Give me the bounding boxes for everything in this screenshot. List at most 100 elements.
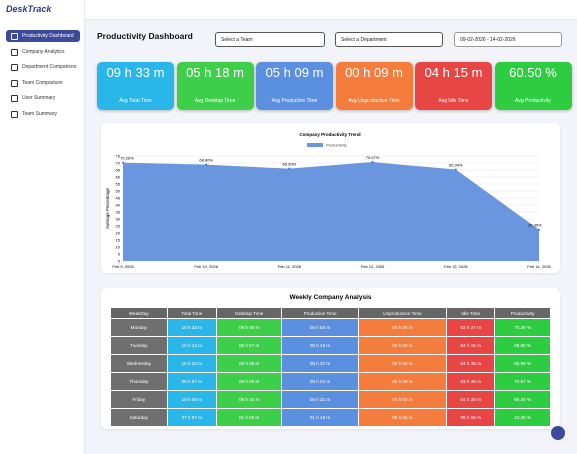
cell: 10 h 20 m <box>166 354 217 373</box>
y-tick-label: 30 <box>116 217 121 222</box>
x-tick-label: Feb 11, 2026 <box>278 264 302 269</box>
area <box>123 162 539 261</box>
y-tick-label: 75 <box>116 154 121 159</box>
nav-item[interactable]: Productivity Dashboard <box>6 30 80 42</box>
cell: 05 h 31 m <box>281 390 359 409</box>
point <box>454 168 457 171</box>
cell: 00 h 02 m <box>357 390 448 409</box>
legend-swatch <box>307 143 323 147</box>
stat-value: 05 h 09 m <box>265 65 324 80</box>
team-select[interactable]: Select a Team <box>215 32 325 47</box>
stat-value: 09 h 33 m <box>106 65 165 80</box>
header-cell: WeekDay <box>110 307 168 319</box>
stat-label: Avg Productivity <box>515 98 551 104</box>
cell: 01 h 48 m <box>281 408 359 427</box>
nav-item[interactable]: User Summary <box>6 92 80 104</box>
row: Monday 10 h 33 m 06 h 05 m 05 h 55 m 00 h 06… <box>110 318 551 337</box>
cell: 68.80 % <box>494 336 551 355</box>
cell: 05 h 37 m <box>281 354 359 373</box>
cell: 03 h 45 m <box>446 372 496 391</box>
cell: 04 h 35 m <box>446 354 496 373</box>
cell: 10 h 33 m <box>166 318 217 337</box>
row: Friday 10 h 09 m 05 h 33 m 05 h 31 m 00 h 02… <box>110 390 551 409</box>
nav-item[interactable]: Team Summary <box>6 108 80 120</box>
data-label: 65.34% <box>449 163 463 168</box>
x-tick-label: Feb 12, 2026 <box>361 264 385 269</box>
cell: 00 h 06 m <box>357 318 448 337</box>
cell: 00 h 08 m <box>357 372 448 391</box>
y-tick-label: 50 <box>116 189 121 194</box>
stat-label: Avg Desktop Time <box>194 98 236 104</box>
analysis-table: WeekDay Total Time Desktop Time Productive … <box>110 307 551 427</box>
y-tick-label: 15 <box>116 238 121 243</box>
stat-card: 00 h 09 m Avg Unproductive Time <box>335 62 413 110</box>
stat-card: 05 h 09 m Avg Productive Time <box>256 62 333 110</box>
data-label: 22.35% <box>528 223 542 228</box>
cell: 06 h 05 m <box>215 318 283 337</box>
data-label: 70.67% <box>366 155 380 160</box>
cell: 05 h 45 m <box>215 354 283 373</box>
cell: 70.26 % <box>494 318 551 337</box>
stat-value: 05 h 18 m <box>186 65 244 80</box>
cell: 02 h 27 m <box>446 318 496 337</box>
logo: DeskTrack <box>6 4 52 14</box>
point <box>122 161 124 164</box>
point <box>205 163 208 166</box>
point <box>538 228 540 231</box>
y-tick-label: 5 <box>118 252 121 257</box>
date-range[interactable]: 09-02-2026 - 14-02-2026 <box>454 32 562 47</box>
y-tick-label: 0 <box>118 259 121 264</box>
nav-item[interactable]: Company Analytics <box>6 46 80 58</box>
cell: Wednesday <box>110 354 168 373</box>
sidebar: DeskTrack Productivity Dashboard Company … <box>0 0 85 454</box>
nav-item[interactable]: Team Comparison <box>6 77 80 89</box>
chart: Company Productivity Trend Productivity Av… <box>105 132 552 269</box>
header-cell: Productive Time <box>281 307 359 319</box>
x-tick-label: Feb 14, 2026 <box>527 264 551 269</box>
cell: 65.99 % <box>494 354 551 373</box>
header-row: WeekDay Total Time Desktop Time Productive … <box>110 307 551 319</box>
cell: 05 h 55 m <box>281 318 359 337</box>
stat-value: 60.50 % <box>509 65 557 80</box>
settings-button[interactable] <box>551 426 565 440</box>
stat-card: 60.50 % Avg Productivity <box>494 62 572 110</box>
cell: 10 h 12 m <box>166 336 217 355</box>
cell: Saturday <box>110 408 168 427</box>
cell: 70.67 % <box>494 372 551 391</box>
cell: 10 h 09 m <box>166 390 217 409</box>
y-tick-label: 20 <box>116 231 121 236</box>
header-cell: Unproductive Time <box>357 307 448 319</box>
cell: 06 h 09 m <box>215 372 283 391</box>
top-bar <box>85 0 577 20</box>
header-cell: Desktop Time <box>215 307 283 319</box>
department-select[interactable]: Select a Department <box>335 32 443 47</box>
cell: Friday <box>110 390 168 409</box>
stat-value: 00 h 09 m <box>345 65 403 80</box>
y-tick-label: 45 <box>116 196 121 201</box>
data-label: 70.26% <box>120 156 134 161</box>
nav-item[interactable]: Department Comparison <box>6 61 80 73</box>
cell: Thursday <box>110 372 168 391</box>
stat-label: Avg Total Time <box>119 98 152 104</box>
point <box>288 167 291 170</box>
header-cell: Productivity <box>494 307 551 319</box>
stat-label: Avg Productive Time <box>271 98 318 104</box>
row: Wednesday 10 h 20 m 05 h 45 m 05 h 37 m 00 h… <box>110 354 551 373</box>
row: Saturday 07 h 57 m 01 h 55 m 01 h 48 m 00 h … <box>110 408 551 427</box>
y-tick-label: 65 <box>116 168 121 173</box>
cell: 05 h 33 m <box>215 390 283 409</box>
y-tick-label: 55 <box>116 182 121 187</box>
data-label: 68.80% <box>199 158 213 163</box>
cell: 04 h 15 m <box>446 336 496 355</box>
row: Thursday 09 h 57 m 06 h 09 m 06 h 01 m 00 h … <box>110 372 551 391</box>
stat-label: Avg Unproductive Time <box>348 98 400 104</box>
stat-label: Avg Idle Time <box>438 98 469 104</box>
cell: 22.35 % <box>494 408 551 427</box>
y-tick-label: 10 <box>116 245 121 250</box>
cell: 05 h 57 m <box>215 336 283 355</box>
cell: 00 h 08 m <box>357 354 448 373</box>
header-cell: Total Time <box>166 307 217 319</box>
x-tick-label: Feb 9, 2026 <box>112 264 134 269</box>
cell: 00 h 08 m <box>357 336 448 355</box>
cell: 05 h 56 m <box>446 408 496 427</box>
